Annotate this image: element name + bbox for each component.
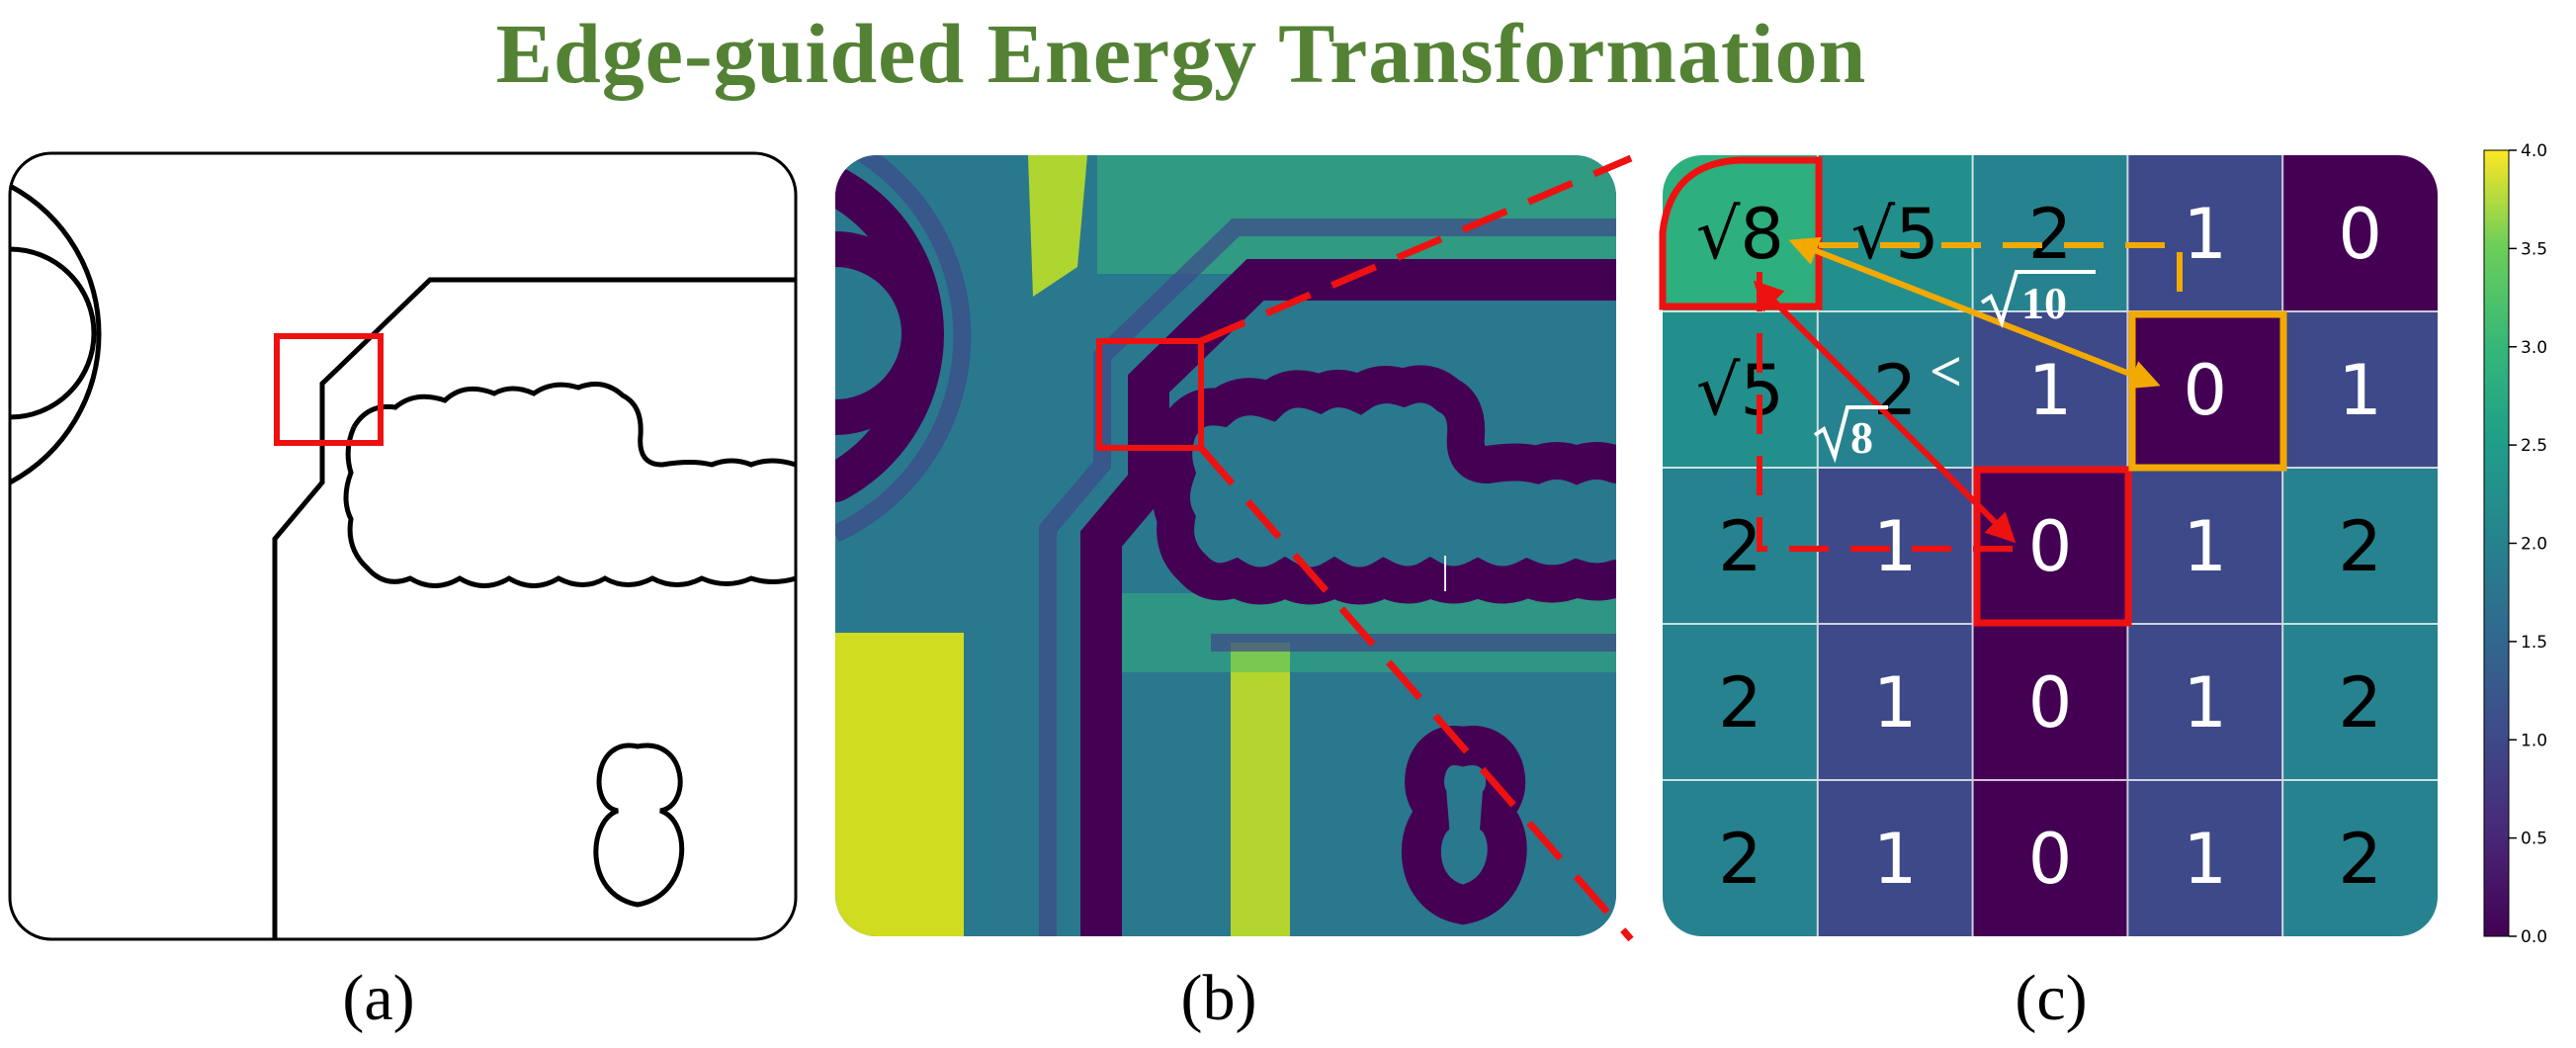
grid-cell: [1817, 624, 1974, 781]
edge-corner-line: [272, 277, 796, 939]
grid-cell-value: 0: [2028, 819, 2073, 900]
grid-cell-value: 2: [2338, 662, 2382, 743]
grid-cell: [2127, 780, 2284, 936]
edge-blob-top: [351, 381, 796, 468]
colorbar-tick-label: 3.5: [2521, 239, 2547, 259]
grid-cell-value: 2: [2028, 194, 2073, 275]
edge-arc-outer: [10, 183, 102, 485]
caption-a: (a): [342, 962, 415, 1034]
edge-arc-inner: [10, 246, 97, 420]
grid-cell: [2282, 155, 2438, 312]
colorbar-tick-label: 2.5: [2521, 436, 2547, 456]
grid-cell: [2282, 311, 2438, 469]
zoom-connector-top: [1199, 154, 1633, 345]
red-distance-value: 8: [1850, 412, 1873, 463]
grid-cell-value: 1: [2184, 819, 2228, 900]
grid-cell-value: 1: [2184, 662, 2228, 743]
orange-manhattan-path: [1819, 242, 2183, 297]
grid-cell: [2282, 468, 2438, 625]
grid-cell-value: √5: [1851, 194, 1939, 275]
zoom-box-a: [274, 333, 384, 446]
zoom-box-b: [1096, 338, 1204, 451]
grid-cell-value: 1: [2184, 194, 2228, 275]
grid-cell: [1663, 624, 1819, 781]
comparison-symbol: <: [1930, 339, 1962, 403]
grid-cell: [1972, 624, 2129, 781]
grid-cell-value: 0: [2028, 506, 2073, 587]
colorbar-tick-label: 2.0: [2521, 535, 2547, 555]
energy-field: [835, 155, 1616, 936]
colorbar-tick-label: 3.0: [2521, 338, 2547, 358]
orange-distance-value: 10: [2021, 278, 2067, 328]
grid-cell-value: √5: [1696, 350, 1784, 431]
grid-cell-value: 1: [2184, 506, 2228, 587]
edge-blob-bottom: [343, 426, 796, 588]
colorbar-gradient: [2483, 149, 2510, 937]
panel-b-energy-map: [835, 155, 1616, 936]
panel-c-grid: √8 √5 2 1 0√5 2 1 0 12 1 0 1 22 1 0 1 22 1 0 1 2 10 8 <: [1659, 155, 2438, 936]
zoom-connector-bottom: [1198, 445, 1634, 942]
grid-cell: [2282, 780, 2438, 936]
colorbar-tick-label: 4.0: [2521, 141, 2547, 161]
orange-distance-label: 10: [1980, 270, 2096, 328]
edge-peanut: [593, 742, 685, 908]
grid-cell-value: 0: [2184, 350, 2228, 431]
zoom-connectors: [1198, 154, 1634, 942]
orange-euclid-arrow: [1788, 236, 2161, 390]
colorbar-tick-label: 1.0: [2521, 731, 2547, 750]
red-distance-label: 8: [1813, 405, 1888, 464]
colorbar-tick-label: 0.5: [2521, 830, 2547, 849]
grid-cell-value: 1: [1873, 662, 1918, 743]
grid-cell: [2282, 624, 2438, 781]
caption-b: (b): [1180, 962, 1257, 1034]
grid-cell: [2127, 468, 2284, 625]
colorbar-ticks: 4.0 3.5 3.0 2.5 2.0 1.5 1.0 0.5 0.0: [2509, 141, 2547, 947]
source-cell-highlight: [1659, 156, 1823, 310]
panel-a-edge-map: [8, 151, 798, 941]
grid-cell-value: 1: [2338, 350, 2382, 431]
grid-cell: [1972, 780, 2129, 936]
panel-a-frame: [8, 151, 798, 941]
caption-c: (c): [2015, 962, 2088, 1034]
colorbar-tick-label: 1.5: [2521, 633, 2547, 653]
orange-target-cell-highlight: [2128, 310, 2287, 472]
grid-cell-value: 0: [2338, 194, 2382, 275]
figure-title: Edge-guided Energy Transformation: [495, 6, 1867, 101]
grid-cell-value: 2: [1718, 506, 1762, 587]
grid-cell-value: √8: [1696, 194, 1784, 275]
colorbar: 4.0 3.5 3.0 2.5 2.0 1.5 1.0 0.5 0.0: [2483, 141, 2547, 947]
grid-cell-value: 2: [1718, 819, 1762, 900]
grid-cell-value: 0: [2028, 662, 2073, 743]
grid-cell-value: 1: [2028, 350, 2073, 431]
grid-cell-value: 1: [1873, 819, 1918, 900]
grid-cell: [1817, 780, 1974, 936]
grid-cell-value: 2: [1718, 662, 1762, 743]
colorbar-tick-label: 0.0: [2521, 927, 2547, 947]
grid-cell-value: 2: [2338, 506, 2382, 587]
edge-contours: [10, 183, 796, 939]
grid-cell-value: 2: [2338, 819, 2382, 900]
grid-cell: [1663, 780, 1819, 936]
grid-cells: [1663, 155, 2438, 936]
grid-cell: [2127, 624, 2284, 781]
